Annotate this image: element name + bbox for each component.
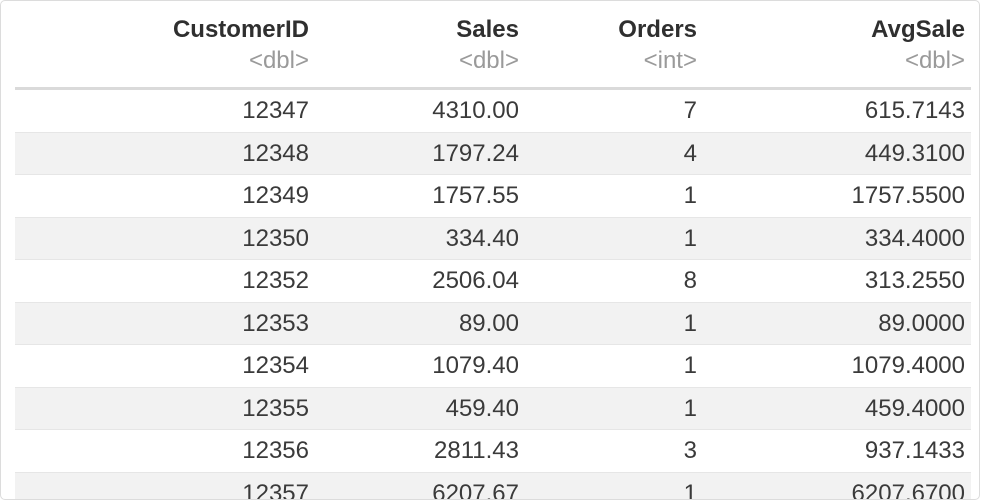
cell-avgsale: 937.1433	[703, 430, 971, 473]
cell-sales: 1079.40	[315, 345, 525, 388]
column-type-row: <dbl> <dbl> <int> <dbl>	[15, 44, 971, 89]
cell-sales: 4310.00	[315, 89, 525, 133]
column-name-row: CustomerID Sales Orders AvgSale	[15, 1, 971, 44]
column-type-avgsale: <dbl>	[703, 44, 971, 89]
cell-sales: 89.00	[315, 302, 525, 345]
cell-avgsale: 449.3100	[703, 132, 971, 175]
table-row: 12354 1079.40 1 1079.4000	[15, 345, 971, 388]
cell-orders: 1	[525, 387, 703, 430]
cell-sales: 459.40	[315, 387, 525, 430]
cell-orders: 8	[525, 260, 703, 303]
cell-customerid: 12354	[15, 345, 315, 388]
cell-customerid: 12356	[15, 430, 315, 473]
cell-avgsale: 313.2550	[703, 260, 971, 303]
cell-avgsale: 459.4000	[703, 387, 971, 430]
cell-customerid: 12352	[15, 260, 315, 303]
cell-customerid: 12348	[15, 132, 315, 175]
cell-customerid: 12347	[15, 89, 315, 133]
cell-avgsale: 1757.5500	[703, 175, 971, 218]
column-header-avgsale[interactable]: AvgSale	[703, 1, 971, 44]
cell-orders: 1	[525, 302, 703, 345]
cell-avgsale: 6207.6700	[703, 472, 971, 500]
column-type-customerid: <dbl>	[15, 44, 315, 89]
cell-customerid: 12350	[15, 217, 315, 260]
column-header-orders[interactable]: Orders	[525, 1, 703, 44]
cell-avgsale: 89.0000	[703, 302, 971, 345]
cell-orders: 7	[525, 89, 703, 133]
table-row: 12357 6207.67 1 6207.6700	[15, 472, 971, 500]
cell-customerid: 12357	[15, 472, 315, 500]
cell-orders: 1	[525, 175, 703, 218]
cell-customerid: 12353	[15, 302, 315, 345]
table-row: 12350 334.40 1 334.4000	[15, 217, 971, 260]
table-row: 12356 2811.43 3 937.1433	[15, 430, 971, 473]
cell-avgsale: 615.7143	[703, 89, 971, 133]
cell-sales: 2506.04	[315, 260, 525, 303]
cell-customerid: 12355	[15, 387, 315, 430]
table-row: 12347 4310.00 7 615.7143	[15, 89, 971, 133]
cell-orders: 1	[525, 345, 703, 388]
cell-sales: 2811.43	[315, 430, 525, 473]
cell-orders: 3	[525, 430, 703, 473]
cell-avgsale: 334.4000	[703, 217, 971, 260]
cell-customerid: 12349	[15, 175, 315, 218]
table-row: 12355 459.40 1 459.4000	[15, 387, 971, 430]
cell-sales: 6207.67	[315, 472, 525, 500]
column-type-orders: <int>	[525, 44, 703, 89]
column-header-customerid[interactable]: CustomerID	[15, 1, 315, 44]
data-table: CustomerID Sales Orders AvgSale <dbl> <d…	[15, 1, 971, 500]
table-row: 12349 1757.55 1 1757.5500	[15, 175, 971, 218]
table-row: 12348 1797.24 4 449.3100	[15, 132, 971, 175]
cell-sales: 1757.55	[315, 175, 525, 218]
table-body: 12347 4310.00 7 615.7143 12348 1797.24 4…	[15, 89, 971, 500]
cell-sales: 334.40	[315, 217, 525, 260]
cell-orders: 1	[525, 217, 703, 260]
cell-sales: 1797.24	[315, 132, 525, 175]
table-row: 12353 89.00 1 89.0000	[15, 302, 971, 345]
table-header: CustomerID Sales Orders AvgSale <dbl> <d…	[15, 1, 971, 89]
cell-orders: 4	[525, 132, 703, 175]
table-row: 12352 2506.04 8 313.2550	[15, 260, 971, 303]
column-type-sales: <dbl>	[315, 44, 525, 89]
cell-orders: 1	[525, 472, 703, 500]
column-header-sales[interactable]: Sales	[315, 1, 525, 44]
cell-avgsale: 1079.4000	[703, 345, 971, 388]
